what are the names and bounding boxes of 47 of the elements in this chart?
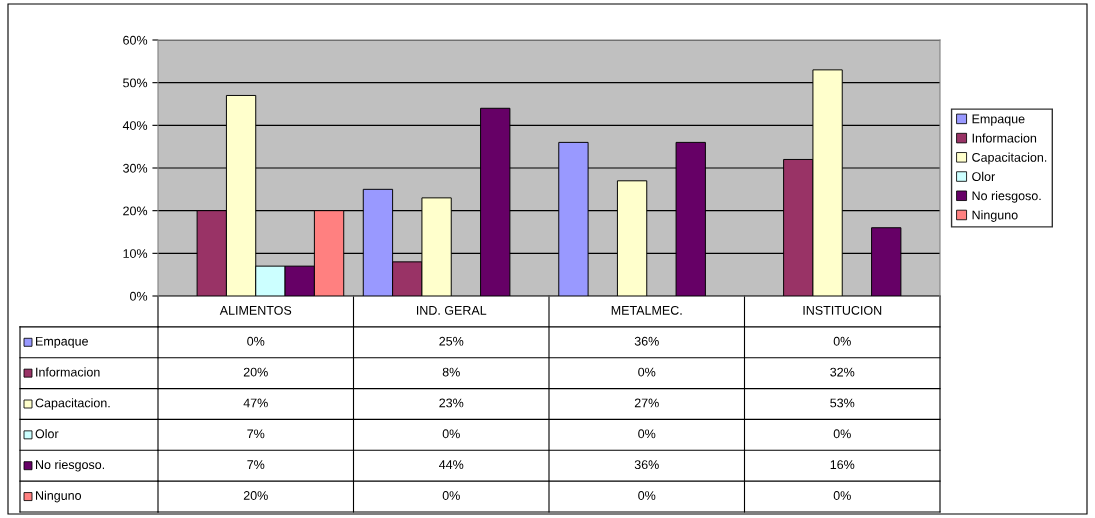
data-label: 27% [634,398,659,408]
legend-label: Ninguno [36,490,82,503]
data-label: 7% [247,429,265,439]
legend-label: Olor [35,429,59,439]
x-tick-label: METALMEC. [611,305,682,315]
data-label: 36% [634,460,659,470]
y-tick-label: 60% [123,35,148,45]
text: No riesgoso. [36,459,105,472]
legend-label: Empaque [36,336,88,349]
data-label: 23% [439,398,464,408]
data-label: 7% [247,460,265,470]
data-label: 0% [833,336,851,346]
data-label: 0% [442,429,460,439]
legend-label: Informacion [36,367,100,377]
data-label: 8% [442,367,460,377]
data-label: 32% [830,367,855,377]
data-label: 0% [638,491,656,500]
legend-label: Capacitacion. [972,152,1047,165]
data-label: 0% [638,367,656,377]
text: Ninguno [972,210,1018,222]
data-label: 20% [243,491,268,500]
data-label: 0% [833,491,851,500]
text: Informacion [972,133,1037,143]
text: Olor [972,171,995,181]
text: Empaque [972,114,1025,126]
data-label: 25% [439,336,464,346]
data-label: 47% [243,398,268,408]
legend-label: No riesgoso. [972,191,1041,203]
x-tick-label: INSTITUCION [803,305,882,315]
y-tick-label: 20% [123,206,148,216]
y-tick-label: 10% [123,249,148,258]
data-label: 36% [634,336,659,346]
data-label: 53% [830,398,855,408]
y-tick-label: 50% [123,78,148,88]
y-tick-label: 0% [130,291,148,301]
text: Capacitacion. [35,398,110,410]
y-tick-label: 30% [123,163,148,173]
data-label: 0% [442,491,460,500]
x-tick-label: IND. GERAL [416,305,487,315]
data-label: 0% [833,429,851,439]
data-label: 0% [638,429,656,439]
data-label: 16% [830,460,855,470]
y-tick-label: 40% [122,121,148,130]
data-label: 20% [243,367,268,377]
x-tick-label: ALIMENTOS [219,305,292,315]
data-label: 0% [247,336,265,346]
data-label: 44% [439,460,464,470]
